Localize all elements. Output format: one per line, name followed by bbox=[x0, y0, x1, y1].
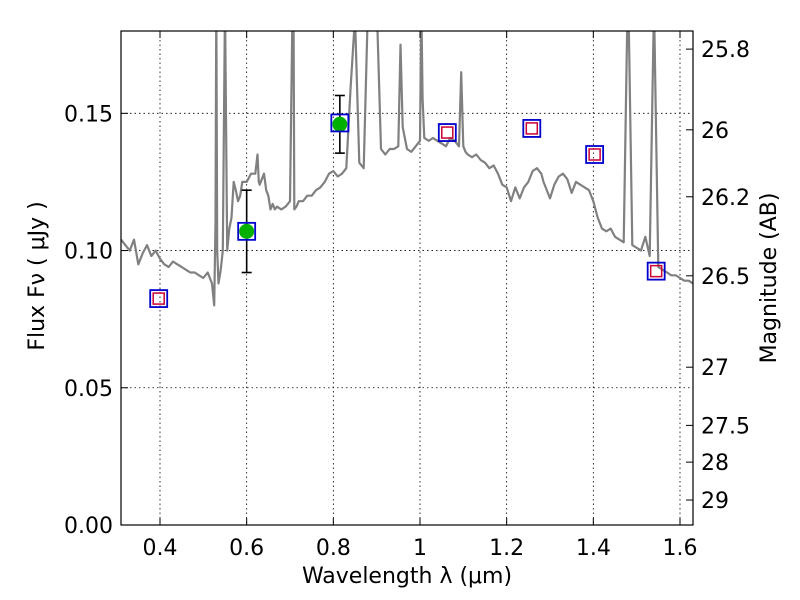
y-tick-label: 0.10 bbox=[64, 240, 113, 265]
x-tick-label: 0.8 bbox=[316, 536, 351, 561]
right-tick-label: 29 bbox=[701, 489, 729, 514]
x-tick-label: 1.4 bbox=[576, 536, 611, 561]
right-tick-label: 26 bbox=[701, 119, 729, 144]
right-tick-label: 27.5 bbox=[701, 414, 750, 439]
filter-model-square bbox=[437, 123, 457, 142]
filter-model-square bbox=[149, 289, 169, 308]
right-tick-label: 26.2 bbox=[701, 186, 750, 211]
x-tick-label: 1.6 bbox=[663, 536, 698, 561]
right-tick-label: 28 bbox=[701, 451, 729, 476]
x-tick-label: 1 bbox=[413, 536, 427, 561]
right-axis-title: Magnitude (AB) bbox=[757, 193, 782, 364]
filter-model-square bbox=[237, 221, 257, 241]
right-tick-label: 27 bbox=[701, 356, 729, 381]
upper-limit-square bbox=[649, 264, 663, 278]
upper-limit-squares bbox=[152, 122, 663, 305]
x-tick-label: 0.4 bbox=[143, 536, 178, 561]
right-tick-label: 26.5 bbox=[701, 265, 750, 290]
filter-model-square bbox=[522, 119, 542, 138]
filter-model-square bbox=[585, 145, 605, 164]
filter-model-square bbox=[330, 113, 350, 133]
y-tick-labels: 0.00 0.05 0.10 0.15 bbox=[64, 102, 113, 539]
x-axis-title: Wavelength λ (μm) bbox=[302, 564, 512, 589]
upper-limit-square bbox=[588, 148, 601, 161]
detection-point bbox=[332, 116, 348, 132]
y-tick-label: 0.05 bbox=[64, 377, 113, 402]
detection-points bbox=[239, 116, 348, 239]
plot-background bbox=[121, 31, 693, 525]
filter-model-square bbox=[646, 261, 666, 281]
upper-limit-square bbox=[152, 292, 165, 305]
y-axis-title: Flux Fν ( μJy ) bbox=[25, 201, 50, 350]
right-tick-labels: 25.8 26 26.2 26.5 27 27.5 28 29 bbox=[701, 38, 750, 514]
right-tick-label: 25.8 bbox=[701, 38, 750, 63]
x-tick-label: 0.6 bbox=[229, 536, 264, 561]
y-tick-label: 0.15 bbox=[64, 102, 113, 127]
upper-limit-square bbox=[441, 126, 454, 139]
upper-limit-square bbox=[525, 122, 539, 135]
spectrum-line bbox=[121, 31, 693, 307]
filter-model-squares bbox=[149, 113, 666, 308]
axis-ticks bbox=[121, 31, 693, 526]
y-tick-label: 0.00 bbox=[64, 514, 113, 539]
x-tick-labels: 0.4 0.6 0.8 1 1.2 1.4 1.6 bbox=[143, 536, 698, 561]
x-tick-label: 1.2 bbox=[489, 536, 524, 561]
plot-frame bbox=[120, 30, 694, 526]
plot-area bbox=[121, 31, 693, 308]
detection-point bbox=[239, 223, 255, 239]
